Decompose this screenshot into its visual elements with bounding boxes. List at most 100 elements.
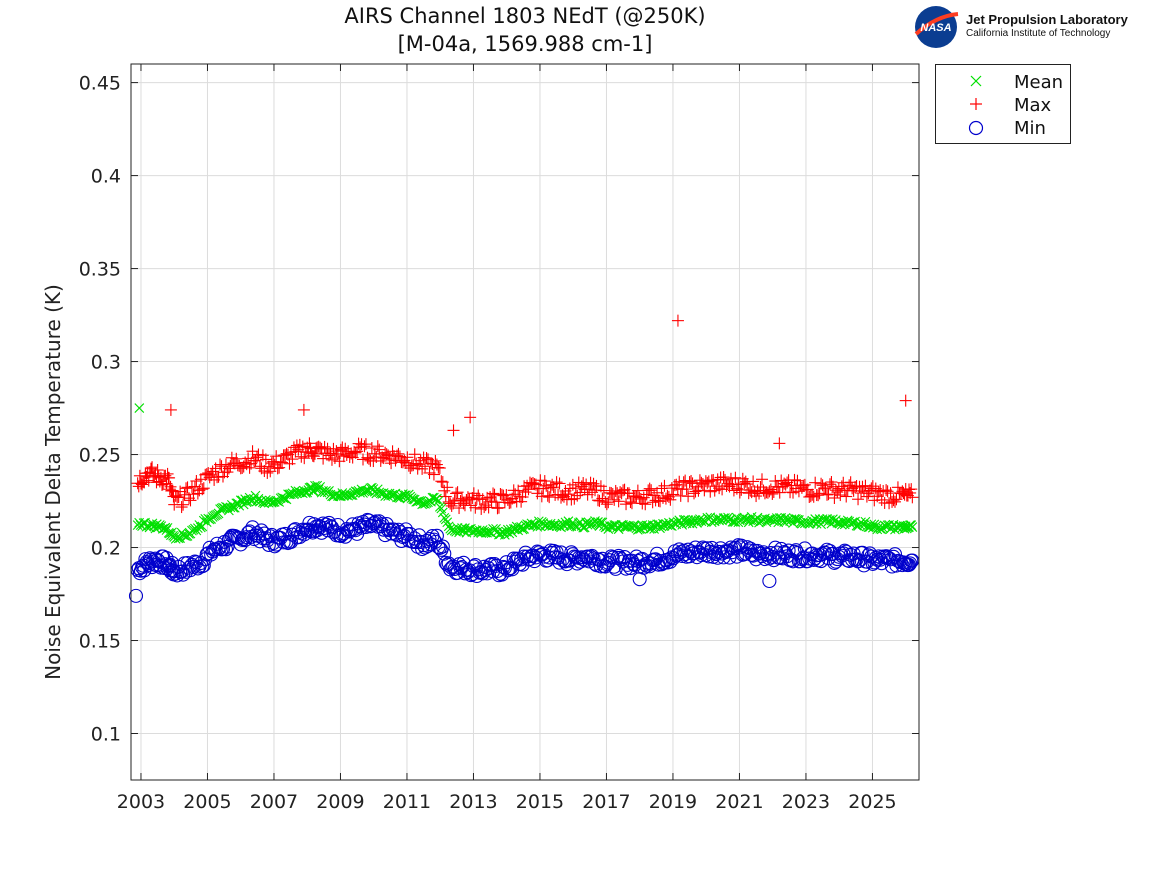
- legend-label-max: Max: [1014, 95, 1052, 116]
- y-tick-label: 0.25: [79, 445, 121, 467]
- data-point-min: [132, 566, 147, 581]
- jpl-org-name: Jet Propulsion Laboratory: [966, 12, 1128, 27]
- data-point-min: [734, 538, 749, 553]
- data-point-min: [463, 568, 478, 583]
- data-point-max: [283, 457, 296, 470]
- data-point-mean: [432, 493, 442, 504]
- data-point-mean: [347, 490, 358, 501]
- data-point-mean: [763, 514, 773, 525]
- legend-label-min: Min: [1014, 118, 1046, 139]
- outlier-point-min: [632, 572, 647, 587]
- data-point-mean: [517, 524, 528, 535]
- data-point-max: [390, 449, 403, 462]
- data-point-max: [755, 473, 768, 486]
- data-point-mean: [225, 502, 236, 513]
- data-point-max: [689, 485, 702, 498]
- data-point-max: [286, 453, 299, 466]
- data-point-mean: [375, 488, 386, 499]
- data-point-max: [881, 485, 894, 498]
- x-tick-label: 2011: [383, 791, 431, 813]
- data-point-max: [766, 487, 779, 500]
- data-point-max: [866, 480, 879, 493]
- data-point-min: [553, 545, 569, 560]
- data-point-max: [365, 442, 378, 455]
- legend-item-mean: Mean: [936, 71, 1070, 93]
- data-point-max: [593, 494, 606, 507]
- data-point-max: [487, 487, 500, 500]
- data-point-max: [720, 479, 733, 492]
- data-point-max: [250, 451, 263, 464]
- data-point-max: [537, 482, 550, 495]
- chart-title-line-2: [M-04a, 1569.988 cm-1]: [397, 32, 653, 56]
- data-point-max: [655, 482, 668, 495]
- data-point-min: [796, 550, 811, 565]
- data-point-mean: [644, 524, 655, 534]
- data-point-max: [612, 495, 625, 508]
- data-point-max: [875, 493, 888, 506]
- data-point-min: [437, 546, 452, 561]
- data-point-max: [809, 476, 822, 489]
- outlier-point-max: [447, 424, 460, 437]
- y-tick-label: 0.45: [79, 73, 121, 95]
- data-point-max: [151, 464, 164, 477]
- data-point-max: [276, 456, 289, 469]
- data-point-max: [571, 489, 584, 502]
- x-tick-label: 2005: [183, 791, 231, 813]
- legend-label-mean: Mean: [1014, 72, 1064, 93]
- data-point-max: [265, 457, 278, 470]
- data-point-max: [600, 498, 613, 511]
- data-point-max: [373, 443, 386, 456]
- data-point-min: [199, 547, 214, 562]
- data-point-max: [177, 498, 190, 511]
- data-point-max: [654, 495, 667, 508]
- data-point-min: [313, 520, 328, 535]
- y-axis-label: Noise Equivalent Delta Temperature (K): [41, 284, 65, 680]
- data-point-mean: [160, 522, 171, 533]
- data-point-max: [133, 469, 146, 482]
- data-point-max: [197, 482, 210, 495]
- x-tick-label: 2023: [782, 791, 830, 813]
- data-point-max: [392, 447, 405, 460]
- data-point-max: [636, 497, 649, 510]
- data-point-max: [555, 491, 568, 504]
- data-point-max: [317, 452, 330, 465]
- data-point-min: [195, 559, 210, 574]
- data-point-max: [246, 445, 259, 458]
- data-point-max: [538, 475, 551, 488]
- jpl-logo: NASA Jet Propulsion Laboratory Californi…: [912, 4, 1162, 50]
- data-point-max: [289, 445, 302, 458]
- data-point-min: [654, 557, 669, 572]
- y-tick-label: 0.15: [79, 631, 121, 653]
- data-point-min: [877, 550, 892, 565]
- y-tick-label: 0.1: [91, 724, 121, 746]
- data-point-max: [445, 499, 458, 512]
- data-point-max: [742, 487, 755, 500]
- data-point-mean: [811, 518, 822, 529]
- data-point-mean: [173, 533, 184, 544]
- data-point-mean: [361, 485, 371, 496]
- data-point-max: [416, 462, 429, 475]
- data-point-max: [905, 483, 918, 496]
- outlier-point-max: [464, 411, 477, 424]
- data-point-min: [324, 520, 340, 535]
- data-point-mean: [548, 520, 559, 530]
- data-point-mean: [847, 517, 858, 528]
- data-point-max: [298, 452, 311, 465]
- data-point-mean: [411, 497, 422, 507]
- data-point-max: [433, 462, 446, 475]
- data-point-mean: [191, 525, 202, 536]
- data-point-min: [574, 550, 589, 565]
- data-point-max: [196, 483, 209, 496]
- data-point-max: [325, 453, 338, 466]
- data-point-max: [816, 479, 829, 492]
- data-point-max: [175, 501, 188, 514]
- data-point-mean: [483, 526, 494, 537]
- data-point-max: [586, 486, 599, 499]
- data-point-min: [500, 563, 515, 578]
- x-tick-label: 2009: [316, 791, 364, 813]
- data-point-max: [516, 491, 529, 504]
- data-point-max: [435, 475, 448, 488]
- data-point-max: [664, 493, 677, 506]
- data-point-max: [788, 473, 801, 486]
